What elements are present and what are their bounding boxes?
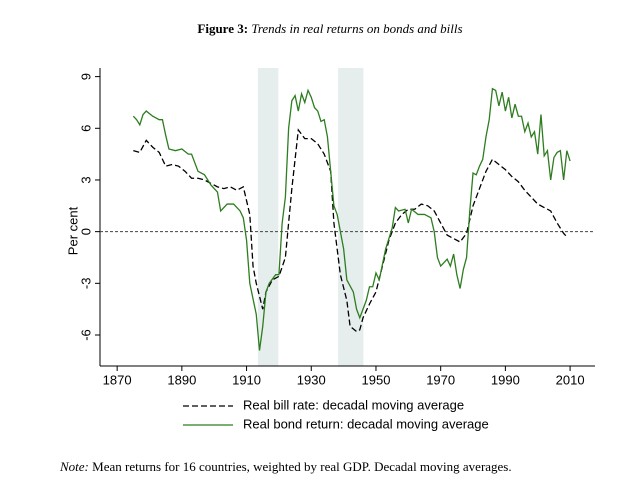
note-label: Note: [59, 459, 89, 474]
chart-title: Figure 3: Trends in real returns on bond… [197, 21, 462, 36]
series-line [132, 87, 571, 351]
x-tick-label: 1930 [297, 372, 326, 387]
x-tick-label: 1970 [426, 372, 455, 387]
x-tick-label: 1890 [167, 372, 196, 387]
y-tick-label: 9 [78, 73, 93, 80]
x-tick-label: 1990 [491, 372, 520, 387]
title-text: Trends in real returns on bonds and bill… [251, 21, 462, 36]
legend-label: Real bill rate: decadal moving average [243, 397, 464, 412]
x-tick-label: 1870 [103, 372, 132, 387]
x-tick-label: 1910 [232, 372, 261, 387]
note: Note: Mean returns for 16 countries, wei… [59, 459, 512, 474]
legend-label: Real bond return: decadal moving average [243, 416, 489, 431]
x-tick-label: 1950 [362, 372, 391, 387]
y-tick-label: 0 [78, 228, 93, 235]
y-tick-label: 3 [78, 176, 93, 183]
shaded-period [257, 68, 279, 366]
y-tick-label: -3 [78, 278, 93, 290]
x-tick-label: 2010 [556, 372, 585, 387]
title-label: Figure 3: [197, 21, 248, 36]
note-text: Mean returns for 16 countries, weighted … [92, 459, 511, 474]
y-axis-label: Per cent [65, 206, 80, 255]
y-tick-label: 6 [78, 125, 93, 132]
shaded-period [338, 68, 364, 366]
y-tick-label: -6 [78, 329, 93, 341]
